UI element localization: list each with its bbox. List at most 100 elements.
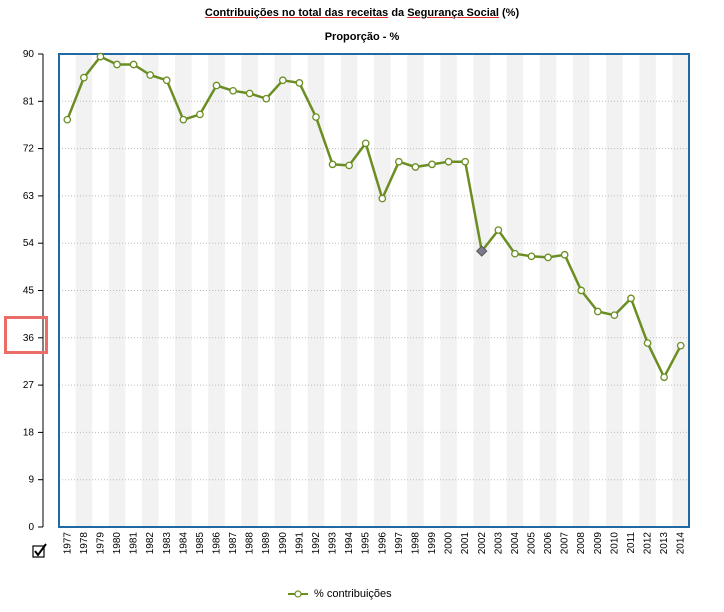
data-point: [627, 294, 635, 303]
data-point: [593, 307, 602, 316]
column-band: [407, 54, 424, 527]
y-tick-label: 63: [23, 191, 35, 202]
y-tick-label: 0: [28, 522, 34, 533]
chart-legend[interactable]: % contribuições: [288, 588, 392, 600]
data-point: [361, 139, 370, 148]
series-line: [66, 55, 682, 379]
x-tick-label: 2000: [444, 532, 455, 555]
x-tick-label: 2002: [477, 532, 488, 555]
x-tick-label: 1978: [79, 532, 90, 555]
x-tick-label: 2012: [643, 532, 654, 555]
plot-frame: [58, 53, 690, 528]
chart-title-part2: da: [388, 7, 408, 19]
x-tick-label: 2007: [560, 532, 571, 555]
highlighted-data-point: [476, 245, 488, 257]
data-point: [610, 311, 619, 320]
x-tick-label: 1992: [311, 532, 322, 555]
x-tick-label: 2008: [576, 532, 587, 555]
column-band: [440, 54, 457, 527]
column-band: [374, 54, 391, 527]
y-tick-label: 36: [23, 333, 35, 344]
x-tick-label: 1993: [328, 532, 339, 555]
column-band: [340, 54, 358, 527]
x-tick-label: 2009: [593, 532, 604, 555]
x-tick-label: 1984: [178, 532, 189, 555]
x-tick-label: 1982: [145, 532, 156, 555]
data-point: [96, 52, 105, 61]
data-point: [643, 339, 652, 347]
y-tick-label: 90: [23, 49, 35, 60]
column-band: [307, 54, 325, 527]
y-tick-label: 18: [23, 427, 35, 438]
x-tick-label: 2010: [609, 532, 620, 555]
x-tick-label: 1998: [410, 532, 421, 555]
data-point: [395, 157, 403, 166]
data-point: [544, 253, 552, 262]
data-point: [527, 252, 536, 261]
column-band: [506, 54, 524, 527]
checkmark-icon[interactable]: [32, 543, 47, 558]
data-point: [229, 86, 237, 95]
data-point: [179, 115, 188, 124]
x-tick-label: 1983: [162, 532, 173, 555]
data-point: [511, 249, 519, 258]
data-point: [577, 286, 586, 295]
data-point: [129, 60, 138, 69]
data-point: [461, 157, 470, 166]
x-tick-label: 2005: [527, 532, 538, 555]
x-tick-label: 1999: [427, 532, 438, 555]
data-point: [212, 81, 221, 90]
x-tick-label: 2004: [510, 532, 521, 555]
x-tick-label: 1994: [344, 532, 355, 555]
x-tick-label: 2003: [493, 532, 504, 555]
column-band: [241, 54, 258, 527]
chart-subtitle: Proporção - %: [324, 31, 400, 43]
data-point: [411, 163, 420, 171]
data-point: [378, 194, 387, 203]
x-tick-label: 1988: [245, 532, 256, 555]
data-point: [444, 157, 453, 166]
column-band: [274, 54, 292, 527]
data-point: [560, 250, 569, 259]
data-point: [245, 89, 254, 98]
x-tick-label: 1989: [261, 532, 272, 555]
data-point: [262, 94, 271, 103]
column-band: [108, 54, 126, 527]
data-point: [196, 110, 204, 119]
data-point: [295, 79, 304, 87]
x-tick-label: 1981: [129, 532, 140, 555]
data-point: [113, 60, 121, 69]
x-tick-label: 2013: [659, 532, 670, 555]
data-point: [345, 161, 353, 170]
y-tick-highlight-box: [4, 316, 48, 354]
data-point: [660, 373, 668, 382]
x-tick-label: 1991: [294, 532, 305, 555]
chart-title-part4: (%): [498, 7, 520, 19]
x-tick-label: 1986: [212, 532, 223, 555]
data-point: [328, 160, 337, 169]
x-tick-label: 2001: [460, 532, 471, 555]
x-tick-label: 1977: [62, 532, 73, 555]
y-tick-label: 81: [23, 96, 35, 107]
column-band: [473, 54, 491, 527]
data-point: [676, 341, 685, 350]
x-tick-label: 1985: [195, 532, 206, 555]
chart-title-part1[interactable]: Contribuições no total das receitas: [204, 7, 389, 19]
column-band: [141, 54, 159, 527]
data-point: [428, 160, 436, 169]
y-tick-label: 9: [28, 475, 34, 486]
x-tick-label: 1980: [112, 532, 123, 555]
data-point: [146, 71, 155, 79]
chart-title-part3[interactable]: Segurança Social: [407, 7, 499, 19]
data-point: [312, 113, 320, 121]
column-band: [175, 54, 192, 527]
x-tick-label: 1996: [377, 532, 388, 555]
legend-label: % contribuições: [314, 588, 392, 600]
y-tick-label: 72: [23, 144, 35, 155]
data-point: [162, 76, 171, 85]
data-point: [63, 115, 72, 124]
chart-title: Contribuições no total das receitas da S…: [0, 7, 724, 19]
data-point: [278, 76, 287, 85]
x-tick-label: 1997: [394, 532, 405, 555]
